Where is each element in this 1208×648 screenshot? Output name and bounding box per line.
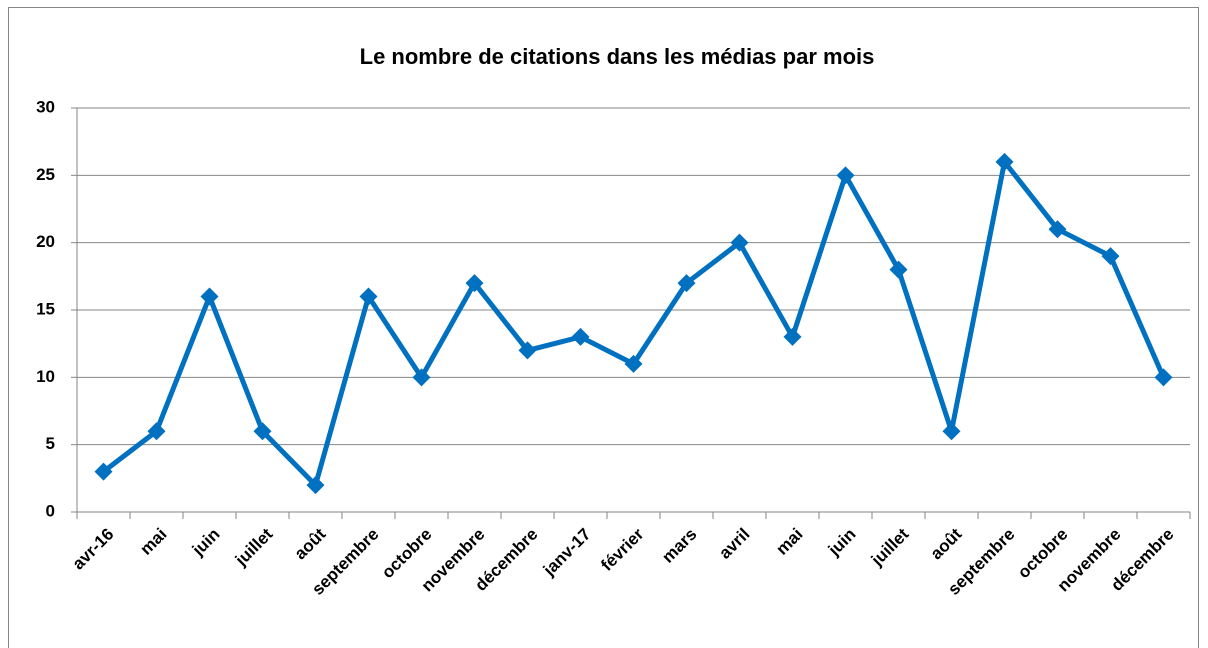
data-marker [1048, 220, 1067, 239]
y-tick-label: 20 [36, 232, 55, 251]
data-marker [942, 422, 961, 441]
y-tick-label: 15 [36, 299, 55, 318]
chart-border [8, 7, 1199, 648]
chart-title: Le nombre de citations dans les médias p… [360, 44, 875, 69]
data-marker [359, 287, 378, 306]
data-marker [571, 327, 590, 346]
data-marker [730, 233, 749, 252]
data-marker [624, 354, 643, 373]
data-marker [465, 274, 484, 293]
y-tick-label: 30 [36, 97, 55, 116]
data-marker [783, 327, 802, 346]
y-tick-label: 10 [36, 367, 55, 386]
data-marker [518, 341, 537, 360]
data-marker [677, 274, 696, 293]
data-marker [836, 166, 855, 185]
data-marker [94, 462, 113, 481]
data-marker [200, 287, 219, 306]
data-marker [412, 368, 431, 387]
y-tick-label: 25 [36, 165, 55, 184]
y-tick-label: 0 [46, 501, 55, 520]
data-marker [306, 476, 325, 495]
data-marker [147, 422, 166, 441]
data-marker [995, 152, 1014, 171]
data-marker [1154, 368, 1173, 387]
y-tick-label: 5 [46, 434, 55, 453]
data-marker [889, 260, 908, 279]
data-marker [1101, 247, 1120, 266]
data-marker [253, 422, 272, 441]
